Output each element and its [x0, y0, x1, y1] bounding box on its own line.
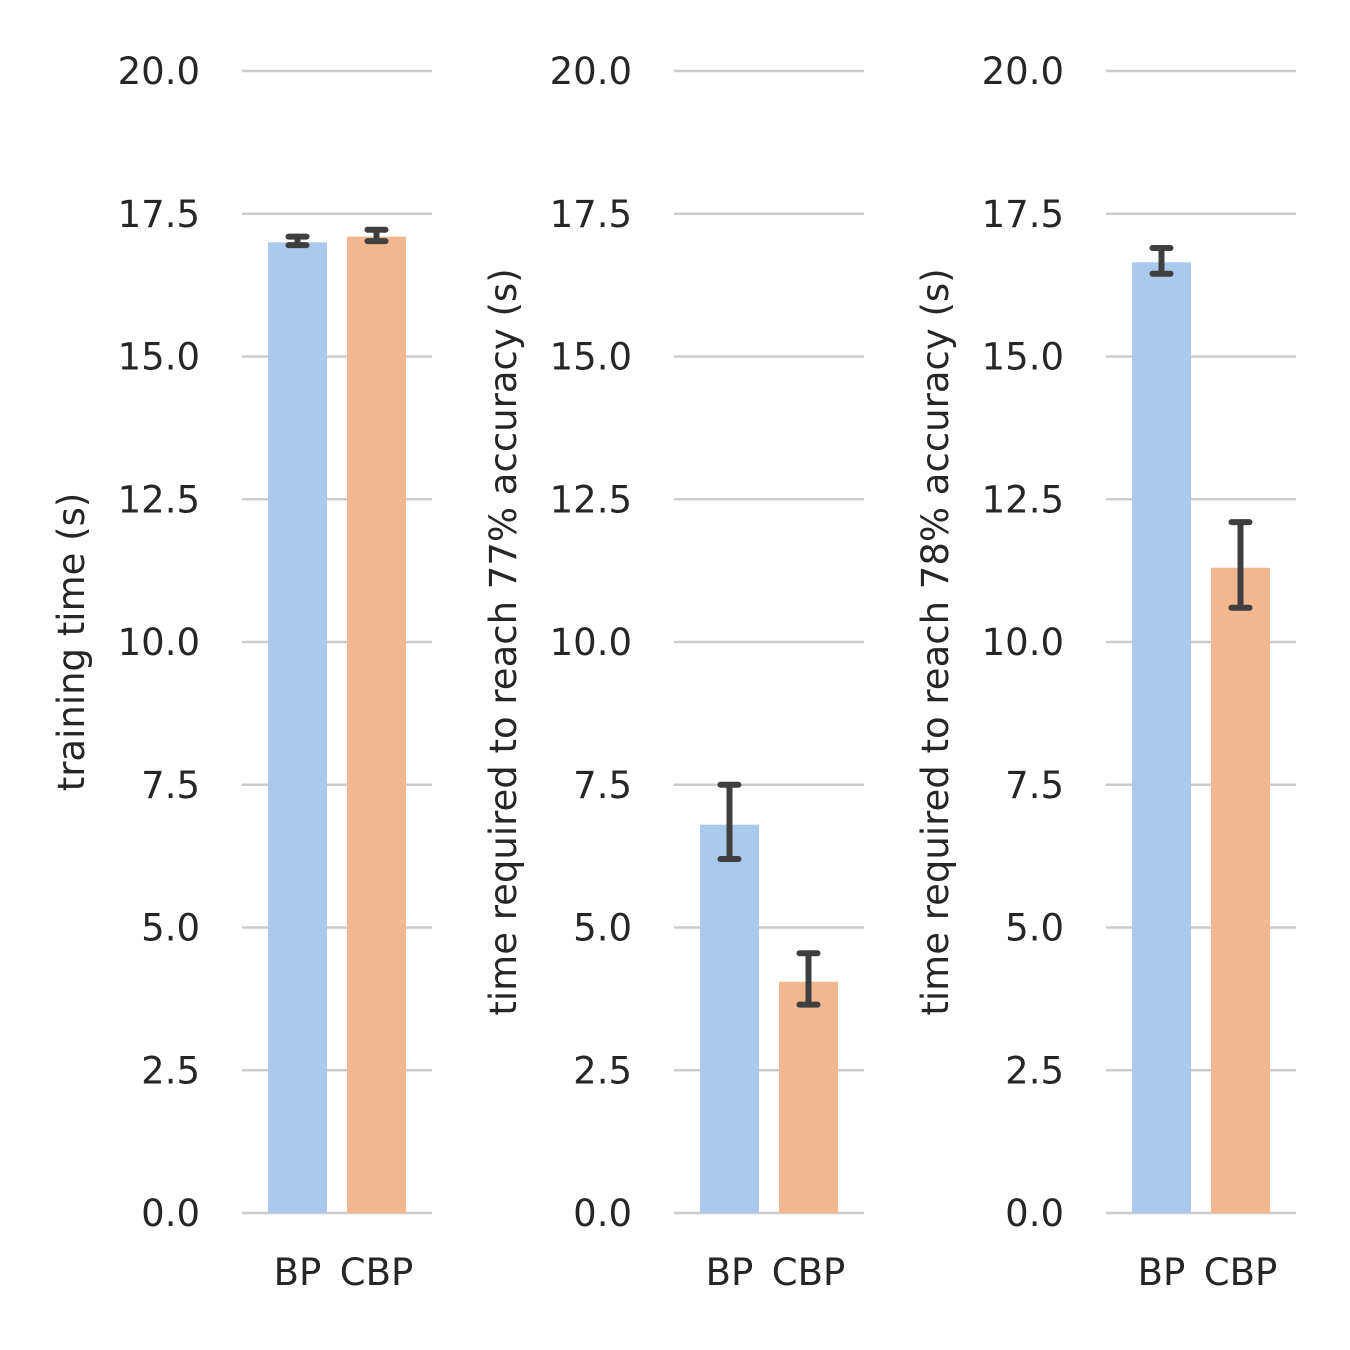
- y-tick-label: 10.0: [982, 621, 1064, 664]
- chart-panel-2: 0.0 2.5 5.0 7.5 10.0 12.5 15.0 17.5 20.0 time req…: [482, 50, 864, 1294]
- y-tick-label: 10.0: [118, 621, 200, 664]
- y-tick-label: 20.0: [118, 50, 200, 93]
- y-axis-label: training time (s): [50, 493, 93, 792]
- y-tick-label: 15.0: [550, 336, 632, 379]
- y-tick-label: 0.0: [573, 1192, 632, 1235]
- y-tick-label: 7.5: [573, 764, 632, 807]
- y-tick-label: 17.5: [982, 193, 1064, 236]
- bar-cbp: [1211, 567, 1270, 1213]
- y-tick-label: 2.5: [1005, 1049, 1064, 1092]
- y-tick-label: 7.5: [141, 764, 200, 807]
- bar-cbp: [779, 981, 838, 1213]
- bar-bp: [1132, 262, 1191, 1213]
- bar-bp: [700, 824, 759, 1213]
- x-category-label: CBP: [1204, 1251, 1278, 1294]
- y-axis-label: time required to reach 78% accuracy (s): [914, 268, 957, 1015]
- error-bar-cbp: [1228, 519, 1253, 611]
- y-tick-label: 17.5: [118, 193, 200, 236]
- error-bar-cbp: [796, 950, 821, 1008]
- error-bar-bp: [1149, 245, 1174, 277]
- bar-bp: [268, 242, 327, 1214]
- y-tick-label: 17.5: [550, 193, 632, 236]
- y-tick-label: 12.5: [118, 478, 200, 521]
- y-tick-label: 10.0: [550, 621, 632, 664]
- chart-panel-1: 0.0 2.5 5.0 7.5 10.0 12.5 15.0 17.5 20.0 training…: [50, 50, 432, 1294]
- error-bar-bp: [717, 781, 742, 862]
- error-bar-cbp: [364, 226, 389, 245]
- y-tick-label: 5.0: [573, 907, 632, 950]
- y-tick-label: 20.0: [550, 50, 632, 93]
- error-bar-bp: [285, 233, 310, 249]
- y-tick-label: 5.0: [1005, 907, 1064, 950]
- bar-cbp: [347, 236, 406, 1214]
- y-tick-label: 20.0: [982, 50, 1064, 93]
- y-tick-label: 5.0: [141, 907, 200, 950]
- y-tick-label: 2.5: [141, 1049, 200, 1092]
- y-tick-label: 0.0: [141, 1192, 200, 1235]
- x-category-label: BP: [706, 1251, 754, 1294]
- x-category-label: CBP: [772, 1251, 846, 1294]
- y-tick-label: 0.0: [1005, 1192, 1064, 1235]
- y-tick-label: 15.0: [982, 336, 1064, 379]
- y-axis-label: time required to reach 77% accuracy (s): [482, 268, 525, 1015]
- y-tick-label: 15.0: [118, 336, 200, 379]
- x-category-label: BP: [1138, 1251, 1186, 1294]
- y-tick-label: 2.5: [573, 1049, 632, 1092]
- chart-panel-3: 0.0 2.5 5.0 7.5 10.0 12.5 15.0 17.5 20.0 time req…: [914, 50, 1296, 1294]
- x-category-label: BP: [274, 1251, 322, 1294]
- y-tick-label: 12.5: [550, 478, 632, 521]
- y-tick-label: 7.5: [1005, 764, 1064, 807]
- y-tick-label: 12.5: [982, 478, 1064, 521]
- x-category-label: CBP: [340, 1251, 414, 1294]
